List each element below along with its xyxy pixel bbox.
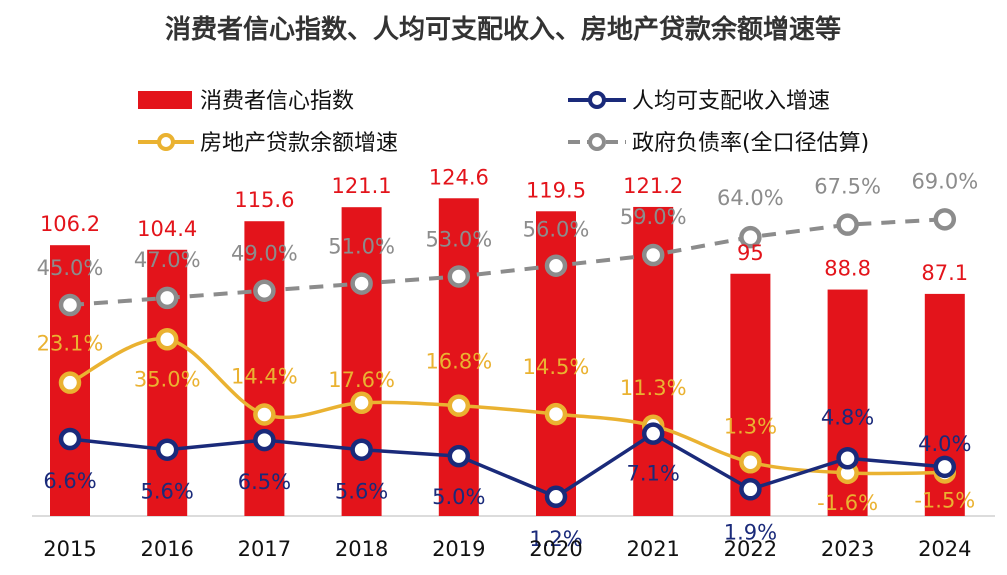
- loan-point: [155, 328, 179, 351]
- government-debt-label: 45.0%: [37, 256, 104, 280]
- bar-value-label: 106.2: [40, 212, 100, 236]
- loan-label: 1.3%: [724, 414, 777, 438]
- government-debt-point: [253, 279, 276, 302]
- government-debt-point: [58, 293, 82, 317]
- bar: [244, 221, 285, 516]
- income-line: [69, 431, 945, 499]
- government-debt-label: 69.0%: [911, 169, 978, 193]
- bar-value-label: 104.4: [137, 217, 197, 241]
- government-debt-point: [155, 286, 179, 310]
- x-tick-label: 2020: [529, 537, 582, 561]
- loan-label: 23.1%: [37, 332, 104, 356]
- legend-label-income: 人均可支配收入增速: [632, 89, 830, 114]
- income-point: [544, 485, 568, 509]
- income-label: 4.8%: [821, 405, 874, 429]
- income-label: 6.6%: [43, 469, 96, 493]
- x-tick-label: 2024: [918, 537, 971, 561]
- income-label: 1.2%: [529, 527, 582, 551]
- bar-value-label: 124.6: [429, 165, 489, 189]
- legend-label-consumer-confidence: 消费者信心指数: [200, 89, 354, 114]
- loan-point: [253, 403, 276, 426]
- bar-value-label: 87.1: [921, 261, 968, 285]
- government-debt-label: 49.0%: [231, 242, 298, 266]
- bar-series: [50, 198, 965, 516]
- loan-label: 16.8%: [425, 350, 492, 374]
- government-debt-point: [350, 272, 373, 295]
- legend-marker-loan: [157, 133, 175, 151]
- legend-label-loan: 房地产贷款余额增速: [200, 131, 398, 156]
- loan-label: 14.5%: [523, 355, 590, 379]
- loan-point: [447, 394, 471, 417]
- loan-line: [69, 337, 945, 476]
- legend-marker-income: [588, 91, 606, 109]
- bar-value-label: 121.2: [623, 174, 683, 198]
- loan-label: 17.6%: [328, 368, 395, 392]
- income-label: 1.9%: [724, 520, 777, 544]
- bar-value-label: 95: [737, 241, 764, 265]
- bar-value-label: 119.5: [526, 178, 586, 202]
- income-label: 7.1%: [627, 462, 680, 486]
- income-point: [58, 427, 82, 451]
- government-debt-label: 56.0%: [523, 218, 590, 242]
- chart-title: 消费者信心指数、人均可支配收入、房地产贷款余额增速等: [165, 14, 841, 45]
- x-tick-label: 2017: [238, 537, 291, 561]
- x-axis-ticks: 2015 2016 2017 2018 2019 2020 2021 2022 2023 2024: [43, 537, 971, 561]
- bar: [730, 273, 771, 516]
- legend-label-government-debt: 政府负债率(全口径估算): [632, 131, 869, 156]
- government-debt-point: [933, 208, 957, 231]
- line-series: [58, 208, 957, 509]
- x-tick-label: 2018: [335, 537, 388, 561]
- government-debt-point: [739, 225, 762, 249]
- x-tick-label: 2016: [140, 537, 193, 561]
- legend-swatch-consumer-confidence: [138, 91, 192, 109]
- data-labels: 106.2 104.4 115.6 121.1 124.6 119.5 121.2 95 88.…: [37, 165, 979, 551]
- government-debt-point: [641, 243, 665, 267]
- income-point: [155, 438, 179, 461]
- government-debt-point: [447, 265, 471, 288]
- income-point: [253, 428, 276, 452]
- income-label: 5.0%: [432, 485, 485, 509]
- government-debt-point: [544, 254, 568, 277]
- loan-label: 35.0%: [134, 367, 201, 391]
- legend-marker-government-debt: [588, 133, 606, 151]
- bar-value-label: 88.8: [824, 257, 871, 281]
- government-debt-label: 64.0%: [717, 186, 784, 210]
- government-debt-label: 51.0%: [328, 235, 395, 259]
- bar-value-label: 121.1: [332, 174, 392, 198]
- government-debt-line: [69, 217, 945, 307]
- loan-point: [544, 402, 568, 426]
- x-tick-label: 2023: [821, 537, 874, 561]
- loan-label: -1.5%: [914, 488, 975, 512]
- government-debt-label: 59.0%: [620, 205, 687, 229]
- income-point: [350, 438, 373, 461]
- income-label: 5.6%: [335, 480, 388, 504]
- x-tick-label: 2021: [626, 537, 679, 561]
- income-label: 5.6%: [141, 480, 194, 504]
- government-debt-label: 53.0%: [425, 227, 492, 251]
- income-point: [641, 422, 665, 445]
- x-tick-label: 2015: [43, 537, 96, 561]
- x-tick-label: 2019: [432, 537, 485, 561]
- loan-label: -1.6%: [817, 491, 878, 515]
- loan-point: [350, 391, 373, 415]
- loan-label: 14.4%: [231, 364, 298, 388]
- income-label: 4.0%: [918, 432, 971, 456]
- income-point: [933, 455, 957, 479]
- income-point: [836, 447, 859, 470]
- income-label: 6.5%: [238, 470, 291, 494]
- income-point: [447, 444, 471, 468]
- x-tick-label: 2022: [724, 537, 777, 561]
- loan-label: 11.3%: [620, 376, 687, 400]
- loan-point: [58, 371, 82, 394]
- government-debt-label: 47.0%: [134, 248, 201, 272]
- government-debt-label: 67.5%: [814, 175, 881, 199]
- bar-value-label: 115.6: [234, 188, 294, 212]
- bar: [341, 207, 382, 516]
- loan-point: [739, 451, 762, 474]
- government-debt-point: [836, 213, 859, 236]
- income-point: [739, 478, 762, 501]
